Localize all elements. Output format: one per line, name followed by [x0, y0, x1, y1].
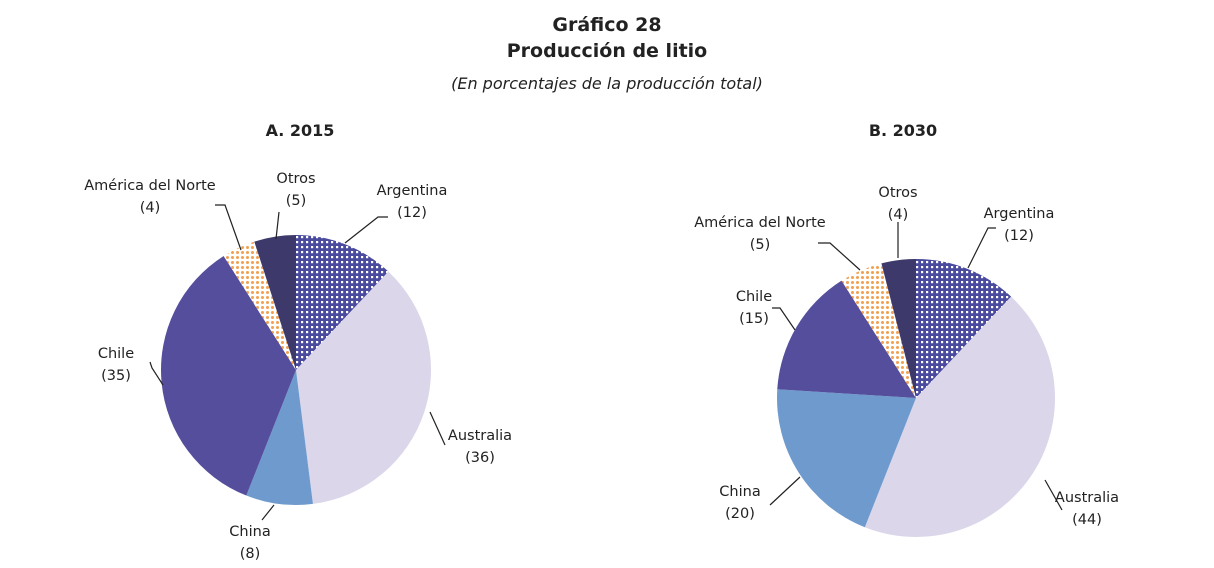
slice-label: Chile	[736, 289, 772, 305]
slice-value-label: (44)	[1072, 512, 1102, 528]
slice-label: China	[719, 484, 760, 500]
slice-value-label: (4)	[140, 200, 161, 216]
slice-label: Australia	[448, 428, 512, 444]
chart-subtitle: Producción de litio	[506, 40, 708, 62]
slice-label: Argentina	[984, 206, 1055, 222]
pie-slice-otros	[254, 235, 296, 370]
leader-line	[772, 307, 796, 331]
leader-line	[769, 476, 801, 506]
slice-value-label: (15)	[739, 311, 769, 327]
pie-slice-argentina	[296, 235, 389, 370]
slice-value-label: (35)	[101, 368, 131, 384]
slice-value-label: (8)	[240, 546, 261, 562]
slice-label: Chile	[98, 346, 134, 362]
pie-slice-china	[777, 389, 916, 528]
pie-slice-china	[246, 370, 313, 505]
slice-value-label: (4)	[888, 207, 909, 223]
slice-value-label: (5)	[750, 237, 771, 253]
leader-line	[429, 411, 446, 446]
pie-slice-chile	[777, 280, 916, 398]
slice-value-label: (5)	[286, 193, 307, 209]
slice-label: Australia	[1055, 490, 1119, 506]
leader-line	[1044, 479, 1063, 511]
leader-line	[261, 504, 275, 521]
pie-title: B. 2030	[869, 121, 937, 140]
slice-label: Otros	[878, 185, 917, 201]
leader-line	[275, 211, 280, 240]
slice-value-label: (12)	[397, 205, 427, 221]
slice-label: Argentina	[377, 183, 448, 199]
slice-label: China	[229, 524, 270, 540]
slice-value-label: (12)	[1004, 228, 1034, 244]
leader-line	[149, 361, 164, 386]
slice-value-label: (20)	[725, 506, 755, 522]
slice-value-label: (36)	[465, 450, 495, 466]
slice-label: América del Norte	[694, 215, 826, 231]
pie-slice-otros	[881, 259, 916, 398]
slice-label: América del Norte	[84, 178, 216, 194]
chart-title: Gráfico 28	[552, 14, 662, 36]
pie-slice-argentina	[916, 259, 1012, 398]
pie-title: A. 2015	[266, 121, 335, 140]
pie-slice-chile	[160, 256, 296, 496]
leader-line	[967, 227, 996, 269]
leader-line	[344, 216, 388, 244]
leader-line	[215, 204, 242, 251]
pie-slice-australia	[296, 271, 431, 504]
pie-slice-australia	[864, 296, 1056, 537]
pie-slice-américa-del-norte	[223, 241, 296, 370]
slice-label: Otros	[276, 171, 315, 187]
pie-slice-américa-del-norte	[841, 263, 916, 398]
chart-note: (En porcentajes de la producción total)	[451, 74, 763, 93]
leader-line	[818, 242, 861, 271]
